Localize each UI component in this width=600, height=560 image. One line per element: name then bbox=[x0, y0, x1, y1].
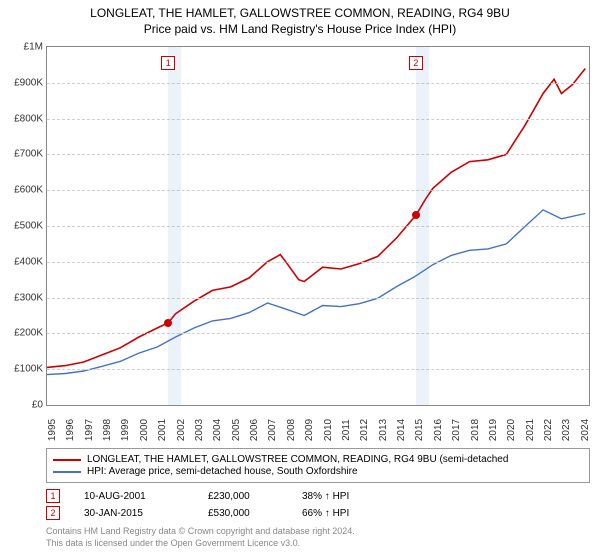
y-axis-label: £500K bbox=[3, 221, 43, 232]
gridline-h bbox=[47, 262, 589, 263]
x-axis-label: 2008 bbox=[286, 419, 297, 441]
legend-label: LONGLEAT, THE HAMLET, GALLOWSTREE COMMON… bbox=[87, 454, 508, 465]
transaction-delta: 38% ↑ HPI bbox=[302, 491, 382, 502]
legend-row: HPI: Average price, semi-detached house,… bbox=[53, 466, 583, 477]
x-axis-label: 2020 bbox=[506, 419, 517, 441]
transaction-date: 10-AUG-2001 bbox=[84, 491, 184, 502]
transaction-row: 2 30-JAN-2015 £530,000 66% ↑ HPI bbox=[46, 506, 590, 520]
chart-marker-box: 2 bbox=[409, 56, 423, 70]
x-axis-label: 2012 bbox=[359, 419, 370, 441]
x-axis-label: 2005 bbox=[231, 419, 242, 441]
x-axis-label: 1996 bbox=[65, 419, 76, 441]
y-axis-label: £400K bbox=[3, 256, 43, 267]
x-axis-label: 2014 bbox=[396, 419, 407, 441]
y-axis-label: £0 bbox=[3, 400, 43, 411]
gridline-h bbox=[47, 333, 589, 334]
transaction-row: 1 10-AUG-2001 £230,000 38% ↑ HPI bbox=[46, 489, 590, 503]
legend-swatch bbox=[53, 459, 81, 461]
x-axis-label: 2006 bbox=[249, 419, 260, 441]
series-line-hpi bbox=[47, 210, 585, 375]
chart-title: LONGLEAT, THE HAMLET, GALLOWSTREE COMMON… bbox=[10, 6, 590, 20]
shaded-band bbox=[416, 47, 429, 405]
x-axis-label: 1997 bbox=[84, 419, 95, 441]
chart-plot-area: £0£100K£200K£300K£400K£500K£600K£700K£80… bbox=[46, 46, 590, 406]
gridline-h bbox=[47, 369, 589, 370]
x-axis-label: 2001 bbox=[157, 419, 168, 441]
chart-legend: LONGLEAT, THE HAMLET, GALLOWSTREE COMMON… bbox=[46, 448, 590, 483]
title-block: LONGLEAT, THE HAMLET, GALLOWSTREE COMMON… bbox=[0, 0, 600, 38]
x-axis-label: 2013 bbox=[378, 419, 389, 441]
gridline-h bbox=[47, 298, 589, 299]
x-axis-label: 2019 bbox=[488, 419, 499, 441]
y-axis-label: £100K bbox=[3, 364, 43, 375]
y-axis-label: £700K bbox=[3, 149, 43, 160]
x-axis-label: 2010 bbox=[323, 419, 334, 441]
x-axis-label: 2004 bbox=[212, 419, 223, 441]
x-axis-label: 2011 bbox=[341, 419, 352, 441]
legend-swatch bbox=[53, 471, 81, 473]
footnote-line-2: This data is licensed under the Open Gov… bbox=[46, 538, 590, 550]
y-axis-label: £200K bbox=[3, 328, 43, 339]
x-axis-label: 2022 bbox=[543, 419, 554, 441]
x-axis-label: 2007 bbox=[267, 419, 278, 441]
transaction-delta: 66% ↑ HPI bbox=[302, 508, 382, 519]
transaction-price: £230,000 bbox=[208, 491, 278, 502]
y-axis-label: £900K bbox=[3, 77, 43, 88]
transactions-table: 1 10-AUG-2001 £230,000 38% ↑ HPI 2 30-JAN-201… bbox=[46, 489, 590, 520]
x-axis-label: 2003 bbox=[194, 419, 205, 441]
y-axis-label: £600K bbox=[3, 185, 43, 196]
gridline-h bbox=[47, 83, 589, 84]
gridline-h bbox=[47, 190, 589, 191]
chart-subtitle: Price paid vs. HM Land Registry's House … bbox=[10, 22, 590, 36]
footnote: Contains HM Land Registry data © Crown c… bbox=[46, 526, 590, 549]
transaction-price: £530,000 bbox=[208, 508, 278, 519]
gridline-h bbox=[47, 226, 589, 227]
x-axis-label: 2002 bbox=[176, 419, 187, 441]
y-axis-label: £300K bbox=[3, 292, 43, 303]
x-axis-label: 2023 bbox=[561, 419, 572, 441]
series-line-property bbox=[47, 69, 585, 368]
x-axis-label: 2018 bbox=[470, 419, 481, 441]
x-axis-label: 2015 bbox=[414, 419, 425, 441]
chart-marker-dot bbox=[164, 319, 172, 327]
shaded-band bbox=[168, 47, 181, 405]
x-axis-label: 1999 bbox=[120, 419, 131, 441]
y-axis-label: £1M bbox=[3, 42, 43, 53]
x-axis-label: 2024 bbox=[580, 419, 591, 441]
x-axis-label: 1998 bbox=[102, 419, 113, 441]
x-axis-label: 2017 bbox=[451, 419, 462, 441]
x-axis-label: 2000 bbox=[139, 419, 150, 441]
gridline-h bbox=[47, 119, 589, 120]
y-axis-label: £800K bbox=[3, 113, 43, 124]
x-axis-label: 2016 bbox=[433, 419, 444, 441]
x-axis-label: 1995 bbox=[47, 419, 58, 441]
transaction-marker: 1 bbox=[46, 489, 60, 503]
chart-marker-box: 1 bbox=[161, 56, 175, 70]
gridline-h bbox=[47, 154, 589, 155]
x-axis-label: 2021 bbox=[525, 419, 536, 441]
legend-row: LONGLEAT, THE HAMLET, GALLOWSTREE COMMON… bbox=[53, 454, 583, 465]
legend-label: HPI: Average price, semi-detached house,… bbox=[87, 466, 358, 477]
transaction-date: 30-JAN-2015 bbox=[84, 508, 184, 519]
x-axis-label: 2009 bbox=[304, 419, 315, 441]
chart-container: LONGLEAT, THE HAMLET, GALLOWSTREE COMMON… bbox=[0, 0, 600, 560]
chart-marker-dot bbox=[412, 211, 420, 219]
footnote-line-1: Contains HM Land Registry data © Crown c… bbox=[46, 526, 590, 538]
transaction-marker: 2 bbox=[46, 506, 60, 520]
